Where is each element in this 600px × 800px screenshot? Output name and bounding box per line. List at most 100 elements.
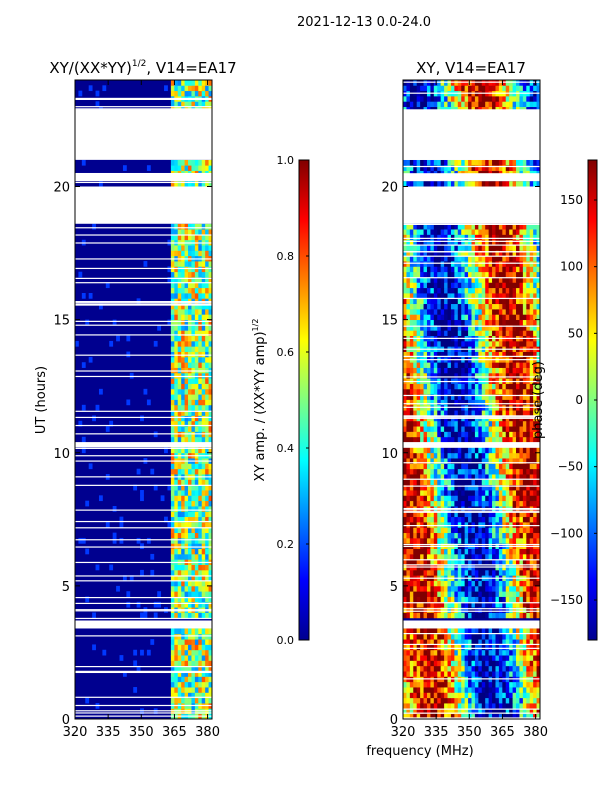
heatmap-cell (177, 548, 182, 555)
heatmap-cell (464, 293, 469, 299)
heatmap-cell (205, 468, 209, 475)
heatmap-cell (184, 585, 189, 592)
heatmap-cell (526, 479, 531, 486)
heatmap-cell (191, 601, 196, 608)
heatmap-cell (426, 298, 431, 305)
heatmap-cell (420, 298, 424, 305)
heatmap-cell (519, 303, 524, 310)
heatmap-cell (420, 681, 424, 688)
heatmap-cell (423, 484, 428, 491)
heatmap-cell (495, 239, 500, 246)
heatmap-cell (457, 495, 462, 502)
heatmap-cell (409, 388, 414, 395)
heatmap-cell (423, 372, 428, 379)
heatmap-cell (174, 335, 179, 342)
heatmap-cell (457, 255, 462, 262)
heatmap-cell (181, 495, 186, 502)
heatmap-cell (423, 362, 428, 368)
heatmap-cell (102, 85, 107, 92)
heatmap-cell (495, 703, 500, 709)
heatmap-cell (208, 500, 212, 507)
heatmap-cell (509, 671, 514, 677)
heatmap-cell (423, 293, 428, 299)
heatmap-cell (444, 362, 448, 368)
heatmap-cell (457, 298, 462, 305)
heatmap-cell (409, 500, 414, 507)
heatmap-cell (481, 229, 486, 235)
heatmap-cell (188, 543, 192, 549)
heatmap-cell (529, 410, 534, 416)
heatmap-cell (177, 362, 182, 368)
heatmap-cell (194, 271, 199, 278)
heatmap-cell (444, 255, 448, 262)
heatmap-cell (536, 596, 540, 603)
heatmap-cell (444, 633, 448, 640)
heatmap-cell (502, 639, 507, 645)
heatmap-cell (208, 490, 212, 496)
heatmap-cell (474, 495, 479, 502)
heatmap-cell (471, 255, 476, 262)
heatmap-cell (409, 692, 414, 699)
heatmap-cell (88, 356, 93, 363)
heatmap-cell (529, 399, 534, 406)
heatmap-cell (181, 479, 186, 486)
heatmap-cell (440, 399, 445, 406)
heatmap-cell (444, 484, 448, 491)
heatmap-cell (198, 660, 203, 667)
heatmap-cell (529, 351, 534, 358)
heatmap-cell (454, 330, 459, 336)
heatmap-cell (191, 463, 196, 470)
heatmap-cell (444, 271, 448, 278)
heatmap-cell (430, 474, 435, 480)
heatmap-cell (416, 234, 421, 241)
heatmap-cell (492, 458, 496, 464)
heatmap-cell (536, 687, 540, 693)
heatmap-cell (454, 628, 459, 635)
heatmap-cell (512, 372, 517, 379)
heatmap-cell (498, 660, 503, 667)
heatmap-cell (502, 277, 507, 283)
heatmap-cell (188, 532, 192, 539)
heatmap-cell (201, 527, 206, 534)
heatmap-cell (416, 452, 421, 459)
heatmap-cell (170, 463, 175, 470)
heatmap-cell (444, 287, 448, 294)
heatmap-cell (208, 601, 212, 608)
heatmap-cell (420, 468, 424, 475)
heatmap-cell (533, 367, 537, 374)
heatmap-cell (509, 479, 514, 486)
heatmap-cell (181, 468, 186, 475)
heatmap-cell (177, 335, 182, 342)
heatmap-cell (409, 633, 414, 640)
heatmap-cell (468, 399, 472, 406)
heatmap-cell (188, 612, 192, 619)
heatmap-cell (403, 255, 407, 262)
heatmap-cell (191, 543, 196, 549)
heatmap-cell (519, 277, 524, 283)
heatmap-cell (208, 314, 212, 321)
heatmap-cell (481, 527, 486, 534)
heatmap-cell (464, 500, 469, 507)
heatmap-cell (502, 426, 507, 432)
heatmap-cell (201, 585, 206, 592)
heatmap-cell (468, 293, 472, 299)
heatmap-cell (437, 229, 442, 235)
heatmap-cell (519, 553, 524, 560)
heatmap-cell (464, 431, 469, 438)
heatmap-cell (194, 394, 199, 400)
heatmap-cell (468, 596, 472, 603)
heatmap-cell (81, 404, 86, 411)
heatmap-cell (461, 367, 466, 374)
heatmap-cell (512, 308, 517, 315)
heatmap-cell (450, 703, 455, 709)
heatmap-cell (177, 383, 182, 390)
heatmap-cell (498, 447, 503, 454)
heatmap-cell (426, 644, 431, 651)
heatmap-cell (194, 628, 199, 635)
heatmap-cell (416, 293, 421, 299)
heatmap-cell (208, 378, 212, 384)
heatmap-cell (191, 346, 196, 352)
heatmap-cell (533, 601, 537, 608)
heatmap-cell (512, 426, 517, 432)
heatmap-cell (447, 458, 452, 464)
